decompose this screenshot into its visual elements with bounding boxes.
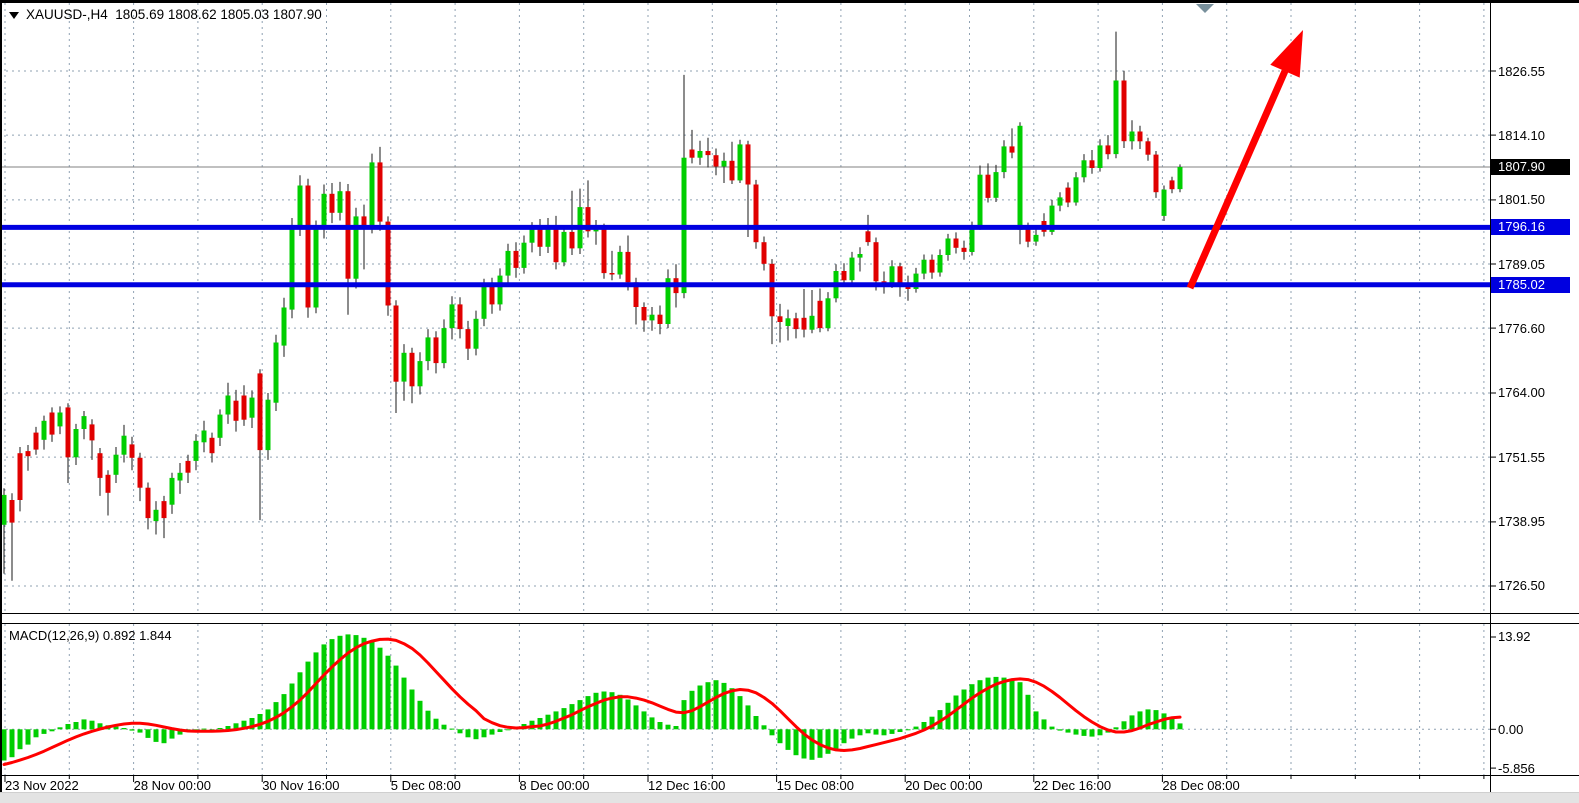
time-tick-label: 15 Dec 08:00 — [776, 778, 854, 793]
symbol-period-label: XAUUSD-,H4 — [26, 7, 108, 22]
time-tick-label: 20 Dec 00:00 — [905, 778, 983, 793]
macd-scale-label: -5.856 — [1498, 760, 1535, 776]
price-tick-label: 1764.00 — [1498, 385, 1545, 401]
time-tick-label: 23 Nov 2022 — [5, 778, 79, 793]
time-tick-label: 30 Nov 16:00 — [262, 778, 340, 793]
price-tick-label: 1789.05 — [1498, 256, 1545, 272]
time-tick-label: 28 Dec 08:00 — [1162, 778, 1240, 793]
price-tick-label: 1738.95 — [1498, 514, 1545, 530]
price-tick-label: 1814.10 — [1498, 127, 1545, 143]
time-tick-label: 28 Nov 00:00 — [133, 778, 211, 793]
current-price-label: 1807.90 — [1491, 158, 1570, 175]
price-tick-label: 1726.50 — [1498, 578, 1545, 594]
price-tick-label: 1776.60 — [1498, 320, 1545, 336]
macd-indicator-label: MACD(12,26,9) 0.892 1.844 — [9, 628, 172, 643]
macd-scale-label: 0.00 — [1498, 721, 1524, 737]
price-tick-label: 1801.50 — [1498, 192, 1545, 208]
chart-shift-marker-icon[interactable] — [1196, 4, 1214, 13]
chart-title: XAUUSD-,H4 1805.69 1808.62 1805.03 1807.… — [9, 7, 322, 22]
price-tick-label: 1826.55 — [1498, 63, 1545, 79]
time-tick-label: 8 Dec 00:00 — [519, 778, 590, 793]
macd-scale-label: 13.92 — [1498, 629, 1531, 645]
hline-price-label: 1785.02 — [1491, 276, 1570, 293]
window-bottom-strip — [0, 792, 1579, 803]
price-tick-label: 1751.55 — [1498, 449, 1545, 465]
time-tick-label: 22 Dec 16:00 — [1033, 778, 1112, 793]
hline-price-label: 1796.16 — [1491, 219, 1570, 236]
ohlc-values: 1805.69 1808.62 1805.03 1807.90 — [115, 7, 322, 22]
time-tick-label: 12 Dec 16:00 — [648, 778, 726, 793]
time-tick-label: 5 Dec 08:00 — [390, 778, 461, 793]
symbol-dropdown-icon[interactable] — [9, 12, 19, 19]
